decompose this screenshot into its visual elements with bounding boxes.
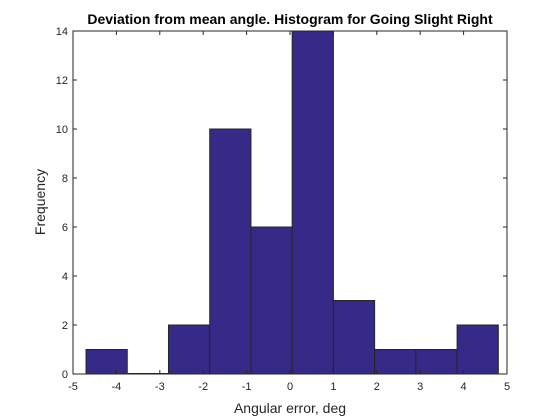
x-tick-label: 4: [461, 381, 467, 393]
histogram-bar: [415, 349, 458, 375]
y-tick-label: 6: [62, 222, 68, 234]
y-tick-label: 8: [62, 173, 68, 185]
bars-group: [85, 30, 499, 375]
histogram-bar: [209, 128, 252, 375]
y-tick-label: 14: [56, 26, 68, 38]
y-tick-label: 0: [62, 369, 68, 381]
histogram-bar: [456, 324, 499, 375]
x-tick-label: 3: [417, 381, 423, 393]
chart-title: Deviation from mean angle. Histogram for…: [87, 11, 493, 27]
y-axis: 0 2 4 6 8 10 12 14: [56, 26, 507, 381]
x-axis: -5 -4 -3 -2 -1 0 1 2 3 4 5: [68, 31, 510, 393]
x-tick-label: 5: [504, 381, 510, 393]
y-tick-label: 2: [62, 320, 68, 332]
histogram-bar: [250, 226, 293, 375]
y-tick-label: 10: [56, 124, 68, 136]
y-tick-label: 4: [62, 271, 68, 283]
histogram-bar: [85, 349, 128, 375]
x-tick-label: 0: [287, 381, 293, 393]
histogram-bar: [332, 300, 376, 375]
y-tick-label: 12: [56, 75, 68, 87]
histogram-bar: [291, 30, 334, 375]
x-tick-label: -2: [198, 381, 208, 393]
x-tick-label: 2: [374, 381, 380, 393]
x-axis-label: Angular error, deg: [234, 400, 346, 416]
histogram-bar: [167, 324, 211, 375]
x-tick-label: -4: [112, 381, 122, 393]
histogram-bar: [374, 349, 417, 375]
x-tick-label: -1: [242, 381, 252, 393]
x-tick-label: 1: [330, 381, 336, 393]
y-axis-label: Frequency: [32, 169, 48, 235]
x-tick-label: -3: [155, 381, 165, 393]
x-tick-label: -5: [68, 381, 78, 393]
